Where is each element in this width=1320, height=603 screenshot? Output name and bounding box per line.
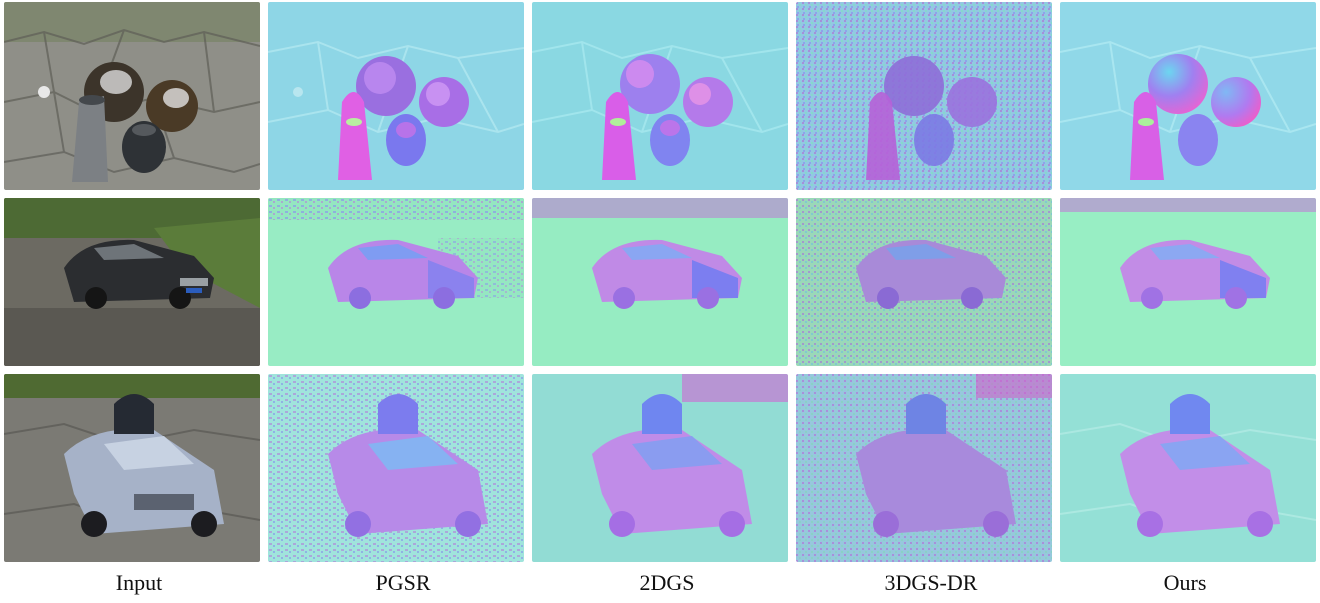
image-ours-spheres bbox=[1060, 2, 1316, 190]
figure-grid bbox=[4, 2, 1316, 562]
image-ours-car bbox=[1060, 198, 1316, 366]
image-3dgs-dr-toycar bbox=[796, 374, 1052, 562]
column-label-2dgs: 2DGS bbox=[639, 570, 695, 595]
image-pgsr-spheres bbox=[268, 2, 524, 190]
image-input-toycar bbox=[4, 374, 260, 562]
image-pgsr-toycar bbox=[268, 374, 524, 562]
image-2dgs-spheres bbox=[532, 2, 788, 190]
image-input-car bbox=[4, 198, 260, 366]
image-input-spheres bbox=[4, 2, 260, 190]
column-label-3dgs-dr: 3DGS-DR bbox=[884, 570, 978, 595]
image-2dgs-car bbox=[532, 198, 788, 366]
image-pgsr-car bbox=[268, 198, 524, 366]
image-ours-toycar bbox=[1060, 374, 1316, 562]
column-label-input: Input bbox=[115, 570, 163, 595]
column-label-pgsr: PGSR bbox=[375, 570, 431, 595]
column-label-ours: Ours bbox=[1163, 570, 1207, 595]
image-2dgs-toycar bbox=[532, 374, 788, 562]
image-3dgs-dr-spheres bbox=[796, 2, 1052, 190]
image-3dgs-dr-car bbox=[796, 198, 1052, 366]
